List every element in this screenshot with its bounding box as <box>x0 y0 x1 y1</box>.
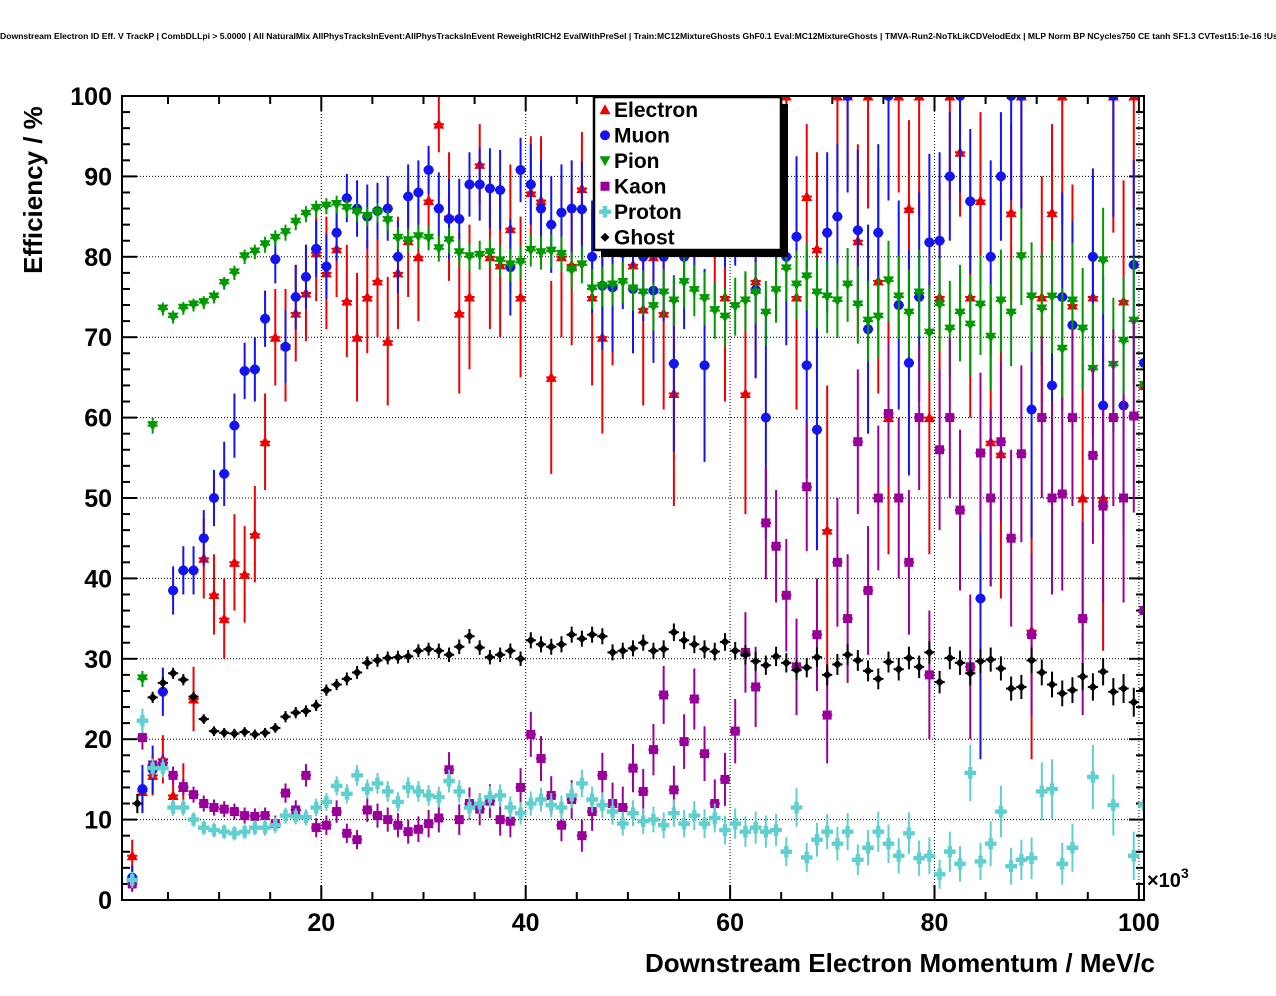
x-tick-labels: 20 40 60 80 100 <box>307 909 1159 937</box>
legend-marker-muon-icon <box>600 130 610 141</box>
legend-row-muon: Muon <box>600 124 670 147</box>
x-tick-label: 80 <box>921 909 949 937</box>
x-tick-label: 60 <box>716 909 744 937</box>
plot-title: Downstream Electron ID Eff. V TrackP | C… <box>0 31 1276 41</box>
legend-row-ghost: Ghost <box>600 226 675 249</box>
legend-label: Proton <box>614 201 682 224</box>
y-tick-label: 80 <box>84 244 112 272</box>
y-tick-label: 30 <box>84 646 112 674</box>
legend-row-pion: Pion <box>599 150 660 173</box>
y-tick-label: 100 <box>70 83 112 111</box>
x-tick-label: 100 <box>1118 909 1160 937</box>
legend-box <box>592 95 783 252</box>
legend-row-kaon: Kaon <box>600 175 667 198</box>
y-tick-label: 70 <box>84 324 112 352</box>
y-tick-labels: 0 10 20 30 40 50 60 70 80 90 100 <box>70 83 112 915</box>
legend-marker-kaon-icon <box>600 181 610 191</box>
series-ghost <box>132 623 1144 814</box>
y-tick-label: 0 <box>98 887 112 915</box>
y-tick-label: 90 <box>84 163 112 191</box>
legend-marker-proton-icon <box>599 205 611 218</box>
legend-marker-pion-icon <box>599 156 611 167</box>
legend-label: Pion <box>614 150 660 173</box>
y-tick-label: 10 <box>84 807 112 835</box>
legend-label: Ghost <box>614 226 675 249</box>
legend-marker-ghost-icon <box>600 232 610 242</box>
y-tick-label: 50 <box>84 485 112 513</box>
y-axis-title: Efficiency / % <box>18 106 48 274</box>
legend-label: Electron <box>614 99 698 122</box>
y-tick-label: 60 <box>84 405 112 433</box>
series-pion <box>136 195 1144 687</box>
legend-label: Kaon <box>614 175 667 198</box>
x-axis-title: Downstream Electron Momentum / MeV/c <box>645 948 1155 978</box>
legend-row-proton: Proton <box>599 201 682 224</box>
y-axis <box>122 111 1144 885</box>
series-proton <box>126 708 1144 889</box>
y-tick-label: 20 <box>84 726 112 754</box>
x-axis <box>166 96 1140 900</box>
x-tick-label: 40 <box>512 909 540 937</box>
legend-label: Muon <box>614 124 670 147</box>
y-tick-label: 40 <box>84 565 112 593</box>
legend-row-electron: Electron <box>599 99 698 122</box>
x-scale-note: ×103 <box>1147 865 1189 892</box>
legend-marker-electron-icon <box>599 104 611 115</box>
x-tick-label: 20 <box>307 909 335 937</box>
series-kaon <box>127 319 1144 892</box>
axis-titles: Efficiency / % Downstream Electron Moment… <box>18 106 1155 978</box>
x-axis-exponent: ×103 <box>1147 865 1189 892</box>
